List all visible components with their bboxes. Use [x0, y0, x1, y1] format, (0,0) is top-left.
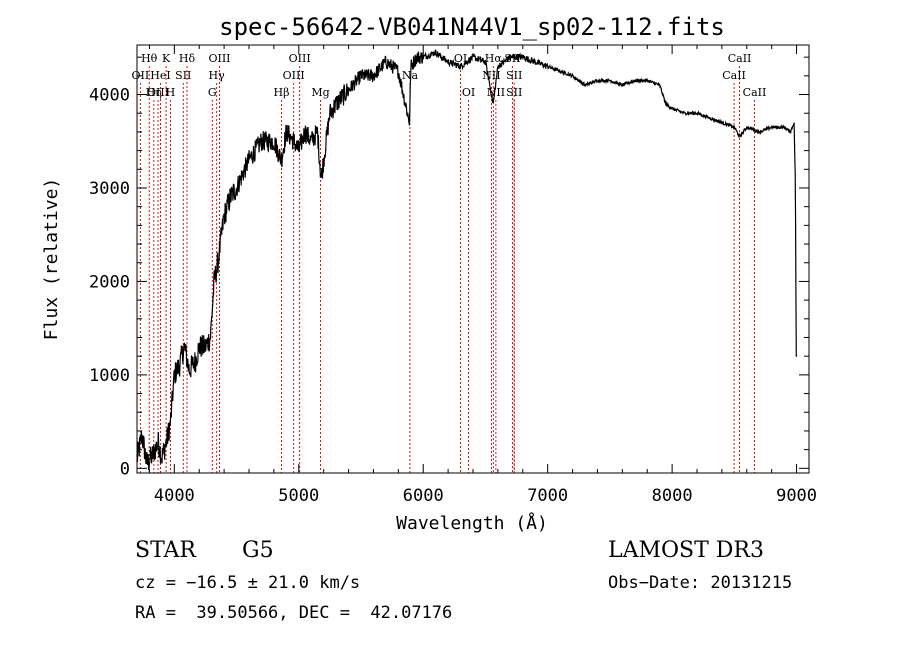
spectral-line-label: CaII: [722, 69, 746, 82]
chart-title: spec-56642-VB041N44V1_sp02-112.fits: [219, 13, 725, 41]
object-subclass: G5: [242, 538, 274, 563]
spectral-line-label: CaII: [743, 86, 767, 99]
object-class: STAR: [135, 538, 196, 563]
spectral-line-label: OIII: [147, 86, 169, 99]
x-axis-label: Wavelength (Å): [396, 512, 548, 534]
x-tick-label: 8000: [652, 486, 693, 506]
x-axis: 4000 5000 6000 7000 8000 9000: [148, 45, 817, 506]
spectral-line-label: Hθ: [141, 52, 158, 65]
spectral-line-label: Hγ: [209, 69, 226, 82]
spectral-line-label: Hβ: [274, 86, 290, 99]
y-tick-label: 4000: [89, 86, 130, 106]
spectral-line-label: OIII: [283, 69, 305, 82]
x-tick-label: 5000: [278, 486, 319, 506]
survey-name: LAMOST DR3: [608, 538, 764, 563]
observation-date: Obs−Date: 20131215: [608, 573, 793, 593]
spectral-line-label: OIII: [289, 52, 311, 65]
spectral-line-label: H: [166, 86, 176, 99]
spectral-line-label: Hη: [146, 86, 162, 99]
spectral-line-label: OI: [454, 52, 467, 65]
spectral-line-label: G: [208, 86, 217, 99]
x-tick-label: 4000: [154, 486, 195, 506]
x-tick-label: 6000: [403, 486, 444, 506]
y-tick-label: 2000: [89, 272, 130, 292]
spectral-line-label: K: [162, 52, 171, 65]
y-tick-label: 1000: [89, 366, 130, 386]
spectral-line-label: OIII: [208, 52, 230, 65]
x-tick-label: 7000: [527, 486, 568, 506]
plot-frame: [136, 44, 810, 474]
spectral-line-label: SII: [175, 69, 191, 82]
redshift-cz: cz = −16.5 ± 21.0 km/s: [135, 573, 361, 593]
spectral-line-label: HeI: [150, 69, 170, 82]
spectral-line-label: OI: [462, 86, 475, 99]
x-tick-label: 9000: [776, 486, 817, 506]
spectral-line-label: Na: [402, 69, 419, 82]
spectral-line-label: CaII: [728, 52, 752, 65]
spectral-line-label: Hδ: [179, 52, 196, 65]
spectral-line-label: NII: [482, 69, 500, 82]
spectrum-line: [136, 49, 797, 471]
coordinates: RA = 39.50566, DEC = 42.07176: [135, 603, 453, 623]
spectral-line-label: Hα: [485, 52, 503, 65]
spectral-line-label: SII: [506, 86, 522, 99]
y-axis-label: Flux (relative): [41, 178, 62, 341]
spectral-line-label: Mg: [311, 86, 329, 99]
y-tick-label: 0: [120, 459, 130, 479]
y-axis: 0 1000 2000 3000 4000: [89, 56, 809, 479]
y-tick-label: 3000: [89, 179, 130, 199]
spectral-line-label: SII: [506, 69, 522, 82]
